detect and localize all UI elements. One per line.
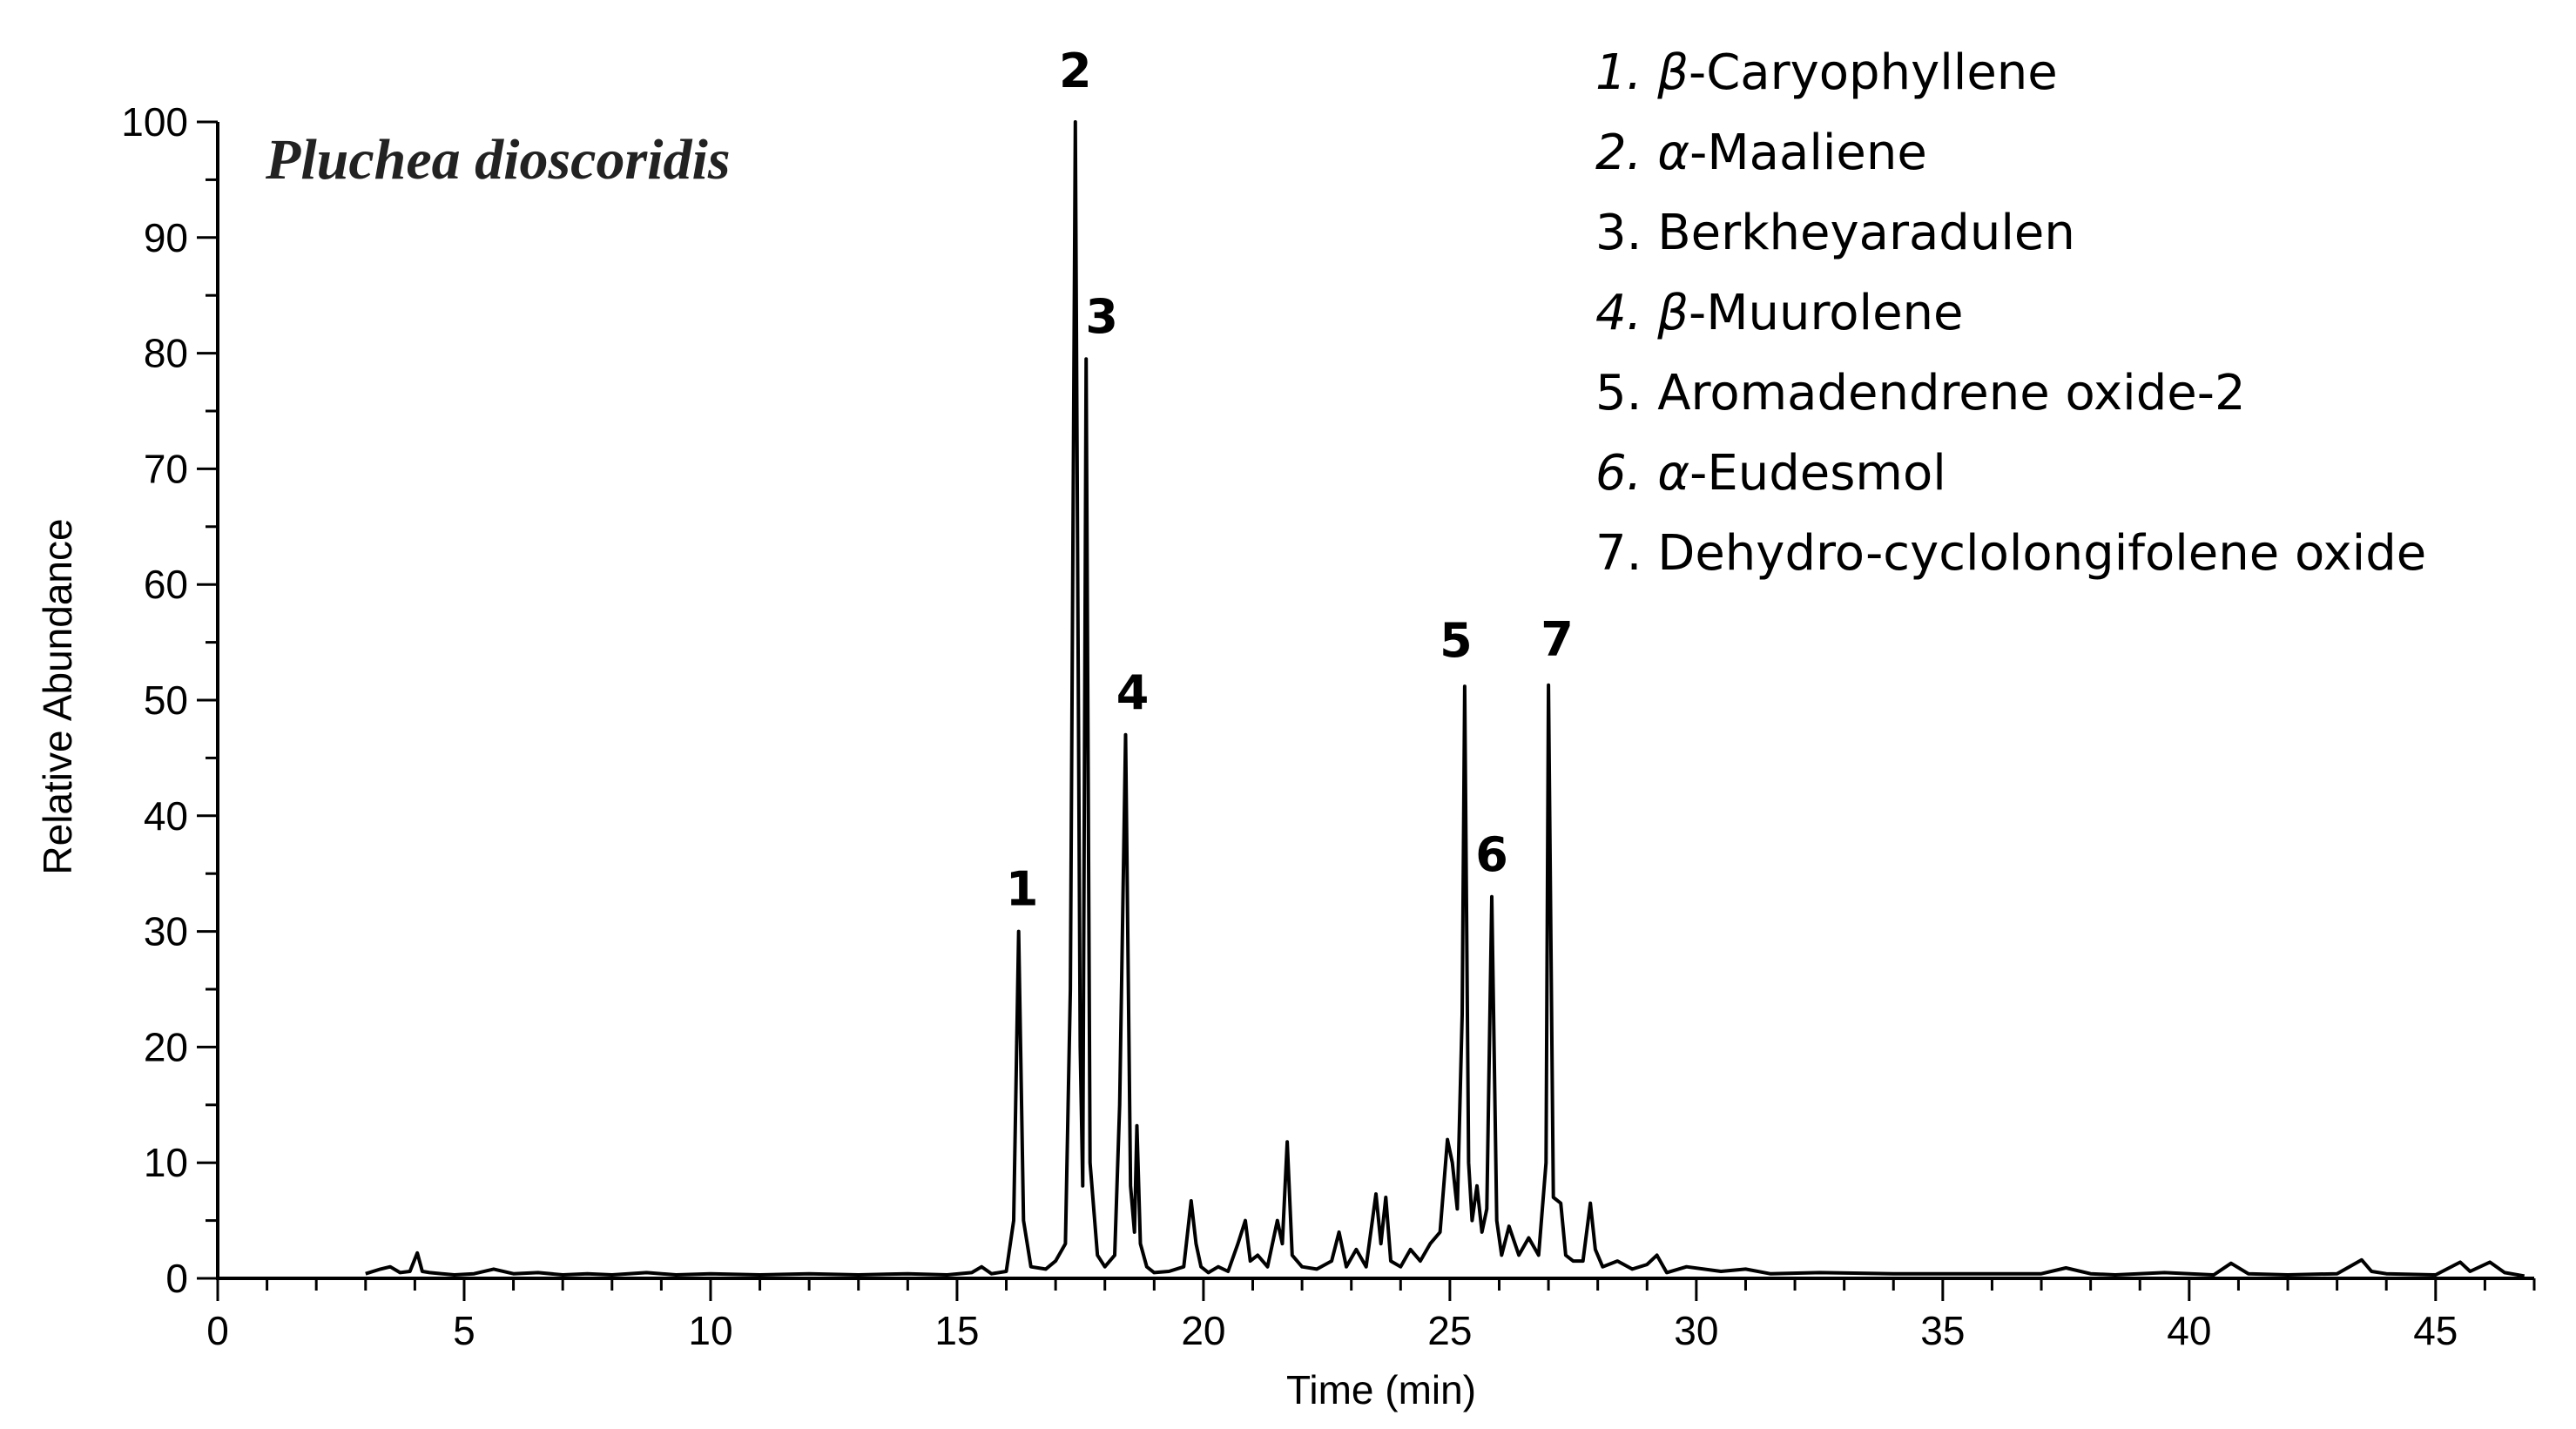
chromatogram-trace — [365, 120, 2525, 1278]
x-tick-label: 30 — [1674, 1308, 1718, 1353]
x-tick-label: 40 — [2167, 1308, 2211, 1353]
y-tick-label: 70 — [144, 446, 188, 491]
chart-title: Pluchea dioscoridis — [265, 128, 731, 192]
x-tick-label: 0 — [206, 1308, 229, 1353]
x-axis-title: Time (min) — [1286, 1367, 1476, 1412]
y-tick-label: 40 — [144, 793, 188, 839]
legend: 1. β-Caryophyllene 2. α-Maaliene 3. Berkhe… — [1595, 44, 2426, 582]
y-tick-label: 100 — [121, 99, 188, 145]
series-layer — [365, 120, 2525, 1278]
peak-label: 6 — [1475, 827, 1508, 882]
legend-entry: 4. β-Muurolene — [1595, 285, 1964, 341]
y-tick-label: 90 — [144, 215, 188, 260]
y-tick-label: 10 — [144, 1140, 188, 1185]
peak-annotations: 1 2 3 4 5 6 7 — [1006, 44, 1574, 917]
x-tick-label: 25 — [1427, 1308, 1472, 1353]
x-tick-label: 15 — [934, 1308, 979, 1353]
peak-label: 7 — [1541, 612, 1574, 667]
x-tick-label: 45 — [2413, 1308, 2458, 1353]
peak-label: 3 — [1085, 289, 1118, 344]
legend-entry: 3. Berkheyaradulen — [1595, 205, 2075, 261]
y-axis-title: Relative Abundance — [35, 518, 80, 874]
y-tick-label: 30 — [144, 909, 188, 954]
y-tick-label: 0 — [165, 1256, 188, 1301]
y-tick-label: 60 — [144, 562, 188, 607]
legend-entry: 6. α-Eudesmol — [1595, 445, 1946, 502]
x-tick-label: 20 — [1181, 1308, 1225, 1353]
x-tick-label: 5 — [453, 1308, 475, 1353]
legend-entry: 5. Aromadendrene oxide-2 — [1595, 365, 2246, 421]
y-tick-label: 50 — [144, 677, 188, 723]
y-tick-label: 20 — [144, 1024, 188, 1069]
x-tick-label: 35 — [1920, 1308, 1965, 1353]
peak-label: 1 — [1006, 862, 1039, 917]
peak-label: 4 — [1116, 665, 1150, 720]
peak-label: 2 — [1059, 44, 1092, 98]
y-tick-label: 80 — [144, 331, 188, 376]
legend-entry: 7. Dehydro-cyclolongifolene oxide — [1595, 525, 2426, 582]
x-tick-label: 10 — [688, 1308, 732, 1353]
peak-label: 5 — [1440, 613, 1473, 668]
legend-entry: 2. α-Maaliene — [1595, 125, 1927, 181]
legend-entry: 1. β-Caryophyllene — [1595, 44, 2058, 101]
